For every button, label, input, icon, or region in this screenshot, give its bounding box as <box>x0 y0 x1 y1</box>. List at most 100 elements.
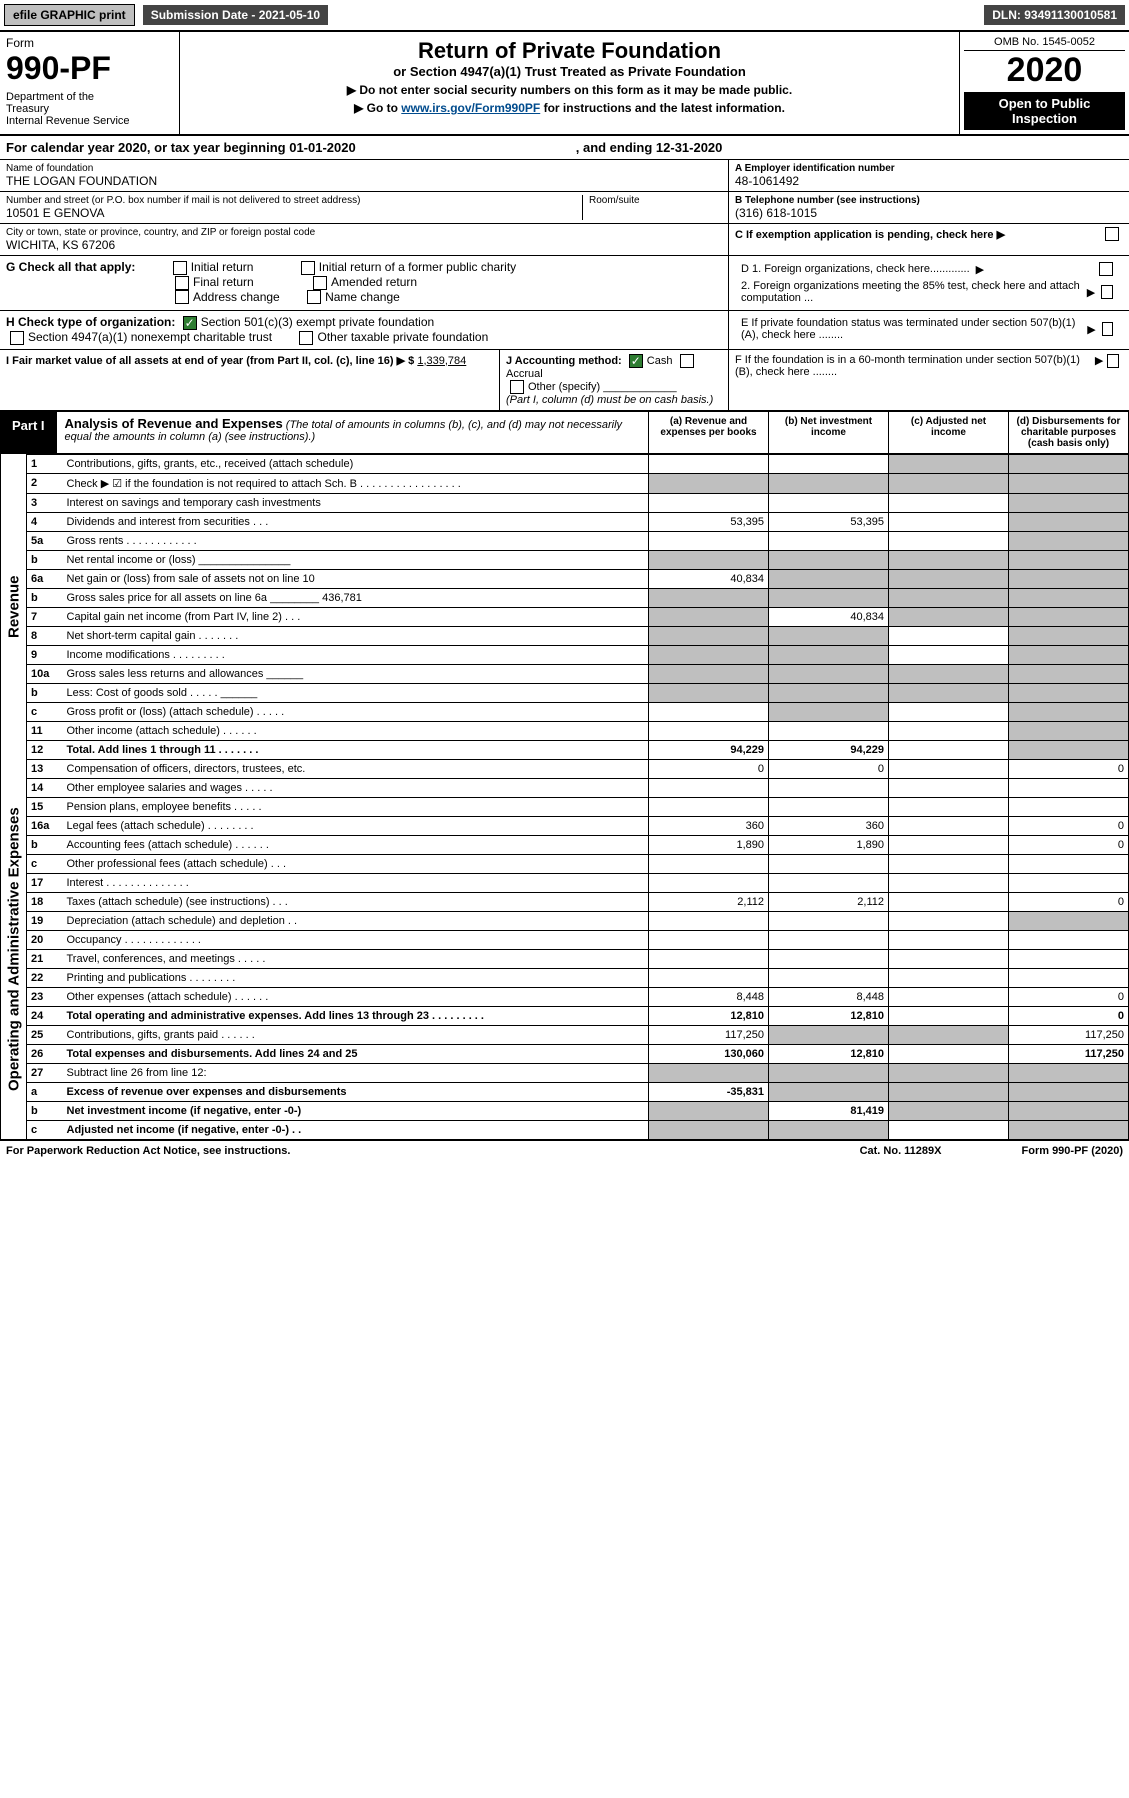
c-cell: C If exemption application is pending, c… <box>729 224 1129 244</box>
room-label: Room/suite <box>589 195 722 206</box>
g-amended-cb[interactable] <box>313 276 327 290</box>
col-b-value <box>769 683 889 702</box>
open-public-badge: Open to Public Inspection <box>964 92 1125 130</box>
c-checkbox[interactable] <box>1105 227 1119 241</box>
col-d-value <box>1009 740 1129 759</box>
table-row: Operating and Administrative Expenses 13… <box>1 759 1129 778</box>
d2-checkbox[interactable] <box>1101 285 1113 299</box>
j-cash-cb[interactable] <box>629 354 643 368</box>
line-num: 3 <box>27 493 63 512</box>
col-b-value: 2,112 <box>769 892 889 911</box>
line-num: 23 <box>27 987 63 1006</box>
col-c-value <box>889 569 1009 588</box>
col-d-value <box>1009 569 1129 588</box>
col-d-value <box>1009 512 1129 531</box>
city-cell: City or town, state or province, country… <box>0 224 728 255</box>
line-num: 9 <box>27 645 63 664</box>
table-row: 17 Interest . . . . . . . . . . . . . . <box>1 873 1129 892</box>
col-a-value <box>649 664 769 683</box>
col-a-value <box>649 854 769 873</box>
j-accrual-cb[interactable] <box>680 354 694 368</box>
table-row: a Excess of revenue over expenses and di… <box>1 1082 1129 1101</box>
table-row: 24 Total operating and administrative ex… <box>1 1006 1129 1025</box>
table-row: 18 Taxes (attach schedule) (see instruct… <box>1 892 1129 911</box>
col-c-value <box>889 740 1009 759</box>
h-opt2: Section 4947(a)(1) nonexempt charitable … <box>28 330 272 344</box>
col-d-value <box>1009 968 1129 987</box>
col-b-value: 81,419 <box>769 1101 889 1120</box>
col-c-value <box>889 1063 1009 1082</box>
col-a-value: 40,834 <box>649 569 769 588</box>
form-instr1: ▶ Do not enter social security numbers o… <box>186 83 953 97</box>
line-num: 14 <box>27 778 63 797</box>
col-c-value <box>889 930 1009 949</box>
line-desc: Total expenses and disbursements. Add li… <box>63 1044 649 1063</box>
section-f: F If the foundation is in a 60-month ter… <box>729 350 1129 410</box>
g-initial-former-cb[interactable] <box>301 261 315 275</box>
table-row: b Net investment income (if negative, en… <box>1 1101 1129 1120</box>
col-b-value <box>769 930 889 949</box>
g-name-change-cb[interactable] <box>307 290 321 304</box>
col-a-value <box>649 968 769 987</box>
col-c-value <box>889 968 1009 987</box>
h-other-cb[interactable] <box>299 331 313 345</box>
g-opt-initial: Initial return <box>191 260 254 274</box>
line-desc: Gross rents . . . . . . . . . . . . <box>63 531 649 550</box>
col-c-value <box>889 473 1009 493</box>
col-c-value <box>889 759 1009 778</box>
line-desc: Other professional fees (attach schedule… <box>63 854 649 873</box>
h-4947-cb[interactable] <box>10 331 24 345</box>
g-opt-final: Final return <box>193 275 254 289</box>
h-label: H Check type of organization: <box>6 315 175 329</box>
col-d-value <box>1009 702 1129 721</box>
part1-header: Part I Analysis of Revenue and Expenses … <box>0 412 1129 454</box>
table-row: c Gross profit or (loss) (attach schedul… <box>1 702 1129 721</box>
line-desc: Travel, conferences, and meetings . . . … <box>63 949 649 968</box>
g-final-return-cb[interactable] <box>175 276 189 290</box>
table-row: 16a Legal fees (attach schedule) . . . .… <box>1 816 1129 835</box>
col-b-value <box>769 1120 889 1139</box>
j-other-cb[interactable] <box>510 380 524 394</box>
line-desc: Printing and publications . . . . . . . … <box>63 968 649 987</box>
col-d-value <box>1009 1063 1129 1082</box>
line-desc: Interest on savings and temporary cash i… <box>63 493 649 512</box>
line-num: 8 <box>27 626 63 645</box>
col-b-value <box>769 588 889 607</box>
col-c-value <box>889 607 1009 626</box>
col-c-value <box>889 911 1009 930</box>
line-desc: Net gain or (loss) from sale of assets n… <box>63 569 649 588</box>
g-initial-return-cb[interactable] <box>173 261 187 275</box>
part1-title-text: Analysis of Revenue and Expenses <box>65 416 283 431</box>
col-a-value <box>649 531 769 550</box>
footer-left: For Paperwork Reduction Act Notice, see … <box>6 1145 290 1157</box>
j-note: (Part I, column (d) must be on cash basi… <box>506 394 713 406</box>
line-desc: Gross sales price for all assets on line… <box>63 588 649 607</box>
line-num: b <box>27 1101 63 1120</box>
line-num: 11 <box>27 721 63 740</box>
city-value: WICHITA, KS 67206 <box>6 238 722 252</box>
efile-button[interactable]: efile GRAPHIC print <box>4 4 135 26</box>
col-a-value <box>649 493 769 512</box>
line-desc: Contributions, gifts, grants paid . . . … <box>63 1025 649 1044</box>
col-d-value <box>1009 1101 1129 1120</box>
instructions-link[interactable]: www.irs.gov/Form990PF <box>401 101 540 115</box>
h-501c3-cb[interactable] <box>183 316 197 330</box>
form-title: Return of Private Foundation <box>186 38 953 64</box>
e-checkbox[interactable] <box>1102 322 1113 336</box>
table-row: 12 Total. Add lines 1 through 11 . . . .… <box>1 740 1129 759</box>
col-d-value <box>1009 664 1129 683</box>
col-b-value <box>769 778 889 797</box>
g-address-change-cb[interactable] <box>175 290 189 304</box>
col-b-value <box>769 473 889 493</box>
form-number: 990-PF <box>6 50 173 87</box>
f-checkbox[interactable] <box>1107 354 1119 368</box>
col-d-value <box>1009 493 1129 512</box>
col-d-value <box>1009 645 1129 664</box>
col-b-value <box>769 626 889 645</box>
col-b-value <box>769 664 889 683</box>
col-b-value <box>769 1082 889 1101</box>
col-b-value <box>769 797 889 816</box>
col-a-value: 12,810 <box>649 1006 769 1025</box>
addr-label: Number and street (or P.O. box number if… <box>6 195 582 206</box>
d1-checkbox[interactable] <box>1099 262 1113 276</box>
